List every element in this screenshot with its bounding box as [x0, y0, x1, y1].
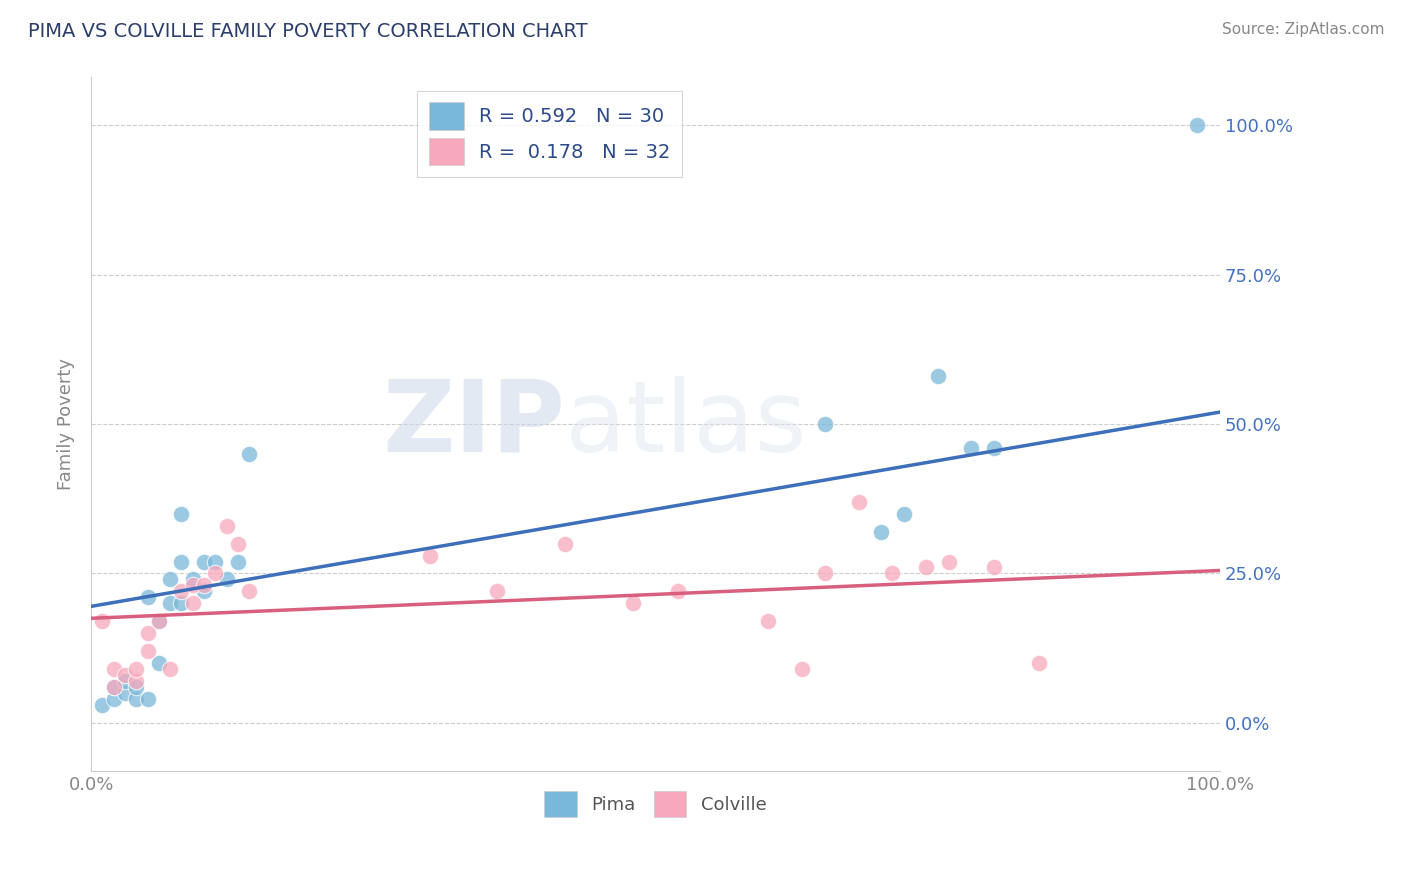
Point [204, 566, 226, 581]
Point [870, 524, 893, 539]
Text: PIMA VS COLVILLE FAMILY POVERTY CORRELATION CHART: PIMA VS COLVILLE FAMILY POVERTY CORRELAT… [28, 22, 588, 41]
Point [103, 692, 125, 706]
Text: ZIP: ZIP [382, 376, 565, 473]
Point [103, 662, 125, 676]
Point [114, 674, 136, 689]
Point [486, 584, 509, 599]
Point [226, 555, 249, 569]
Point [1028, 656, 1050, 670]
Point [938, 555, 960, 569]
Point [170, 584, 193, 599]
Point [136, 692, 159, 706]
Point [893, 507, 915, 521]
Point [756, 615, 779, 629]
Point [204, 555, 226, 569]
Point [114, 668, 136, 682]
Point [983, 560, 1005, 574]
Point [170, 507, 193, 521]
Point [193, 555, 215, 569]
Point [848, 495, 870, 509]
Point [91, 615, 114, 629]
Point [915, 560, 938, 574]
Text: atlas: atlas [565, 376, 807, 473]
Point [170, 555, 193, 569]
Point [159, 573, 181, 587]
Point [666, 584, 689, 599]
Point [103, 680, 125, 694]
Point [882, 566, 904, 581]
Point [983, 441, 1005, 455]
Point [960, 441, 983, 455]
Point [136, 644, 159, 658]
Point [181, 596, 204, 610]
Point [419, 549, 441, 563]
Point [181, 578, 204, 592]
Point [1185, 118, 1208, 132]
Point [554, 536, 576, 550]
Point [193, 578, 215, 592]
Point [159, 662, 181, 676]
Point [181, 573, 204, 587]
Point [148, 615, 170, 629]
Point [215, 573, 238, 587]
Point [114, 686, 136, 700]
Point [103, 680, 125, 694]
Point [159, 596, 181, 610]
Point [125, 662, 148, 676]
Point [125, 674, 148, 689]
Point [621, 596, 644, 610]
Point [215, 518, 238, 533]
Y-axis label: Family Poverty: Family Poverty [58, 358, 75, 490]
Point [136, 591, 159, 605]
Point [125, 680, 148, 694]
Point [136, 626, 159, 640]
Point [814, 417, 837, 431]
Point [193, 584, 215, 599]
Point [226, 536, 249, 550]
Point [238, 584, 260, 599]
Text: Source: ZipAtlas.com: Source: ZipAtlas.com [1222, 22, 1385, 37]
Point [792, 662, 814, 676]
Point [170, 596, 193, 610]
Point [148, 656, 170, 670]
Point [238, 447, 260, 461]
Point [148, 615, 170, 629]
Point [125, 692, 148, 706]
Point [814, 566, 837, 581]
Legend: Pima, Colville: Pima, Colville [537, 784, 773, 824]
Point [91, 698, 114, 712]
Point [927, 369, 949, 384]
